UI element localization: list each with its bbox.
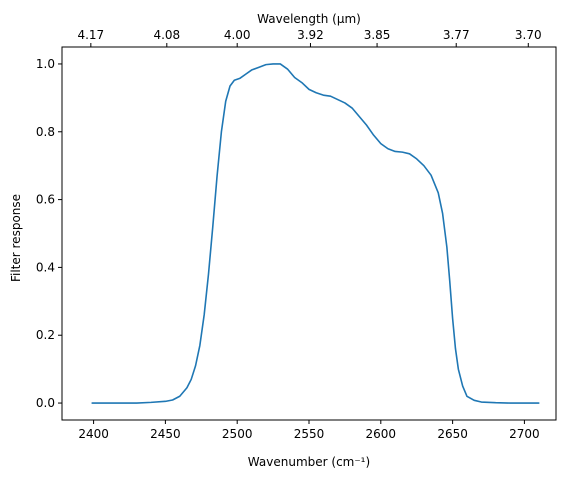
x-axis-title: Wavenumber (cm⁻¹) <box>248 455 370 469</box>
top-tick-label: 4.17 <box>77 28 104 42</box>
top-tick-label: 3.70 <box>515 28 542 42</box>
y-tick-label: 0.4 <box>36 260 55 274</box>
x-tick-label: 2500 <box>222 427 253 441</box>
y-axis-title: Filter response <box>9 194 23 282</box>
x-tick-label: 2400 <box>78 427 109 441</box>
top-axis-title: Wavelength (μm) <box>257 12 361 26</box>
top-tick-label: 4.00 <box>224 28 251 42</box>
y-tick-label: 0.8 <box>36 125 55 139</box>
x-tick-label: 2550 <box>294 427 325 441</box>
y-tick-label: 0.6 <box>36 193 55 207</box>
y-tick-label: 0.0 <box>36 396 55 410</box>
x-tick-label: 2700 <box>509 427 540 441</box>
x-tick-label: 2650 <box>437 427 468 441</box>
y-tick-label: 1.0 <box>36 57 55 71</box>
x-tick-label: 2450 <box>150 427 181 441</box>
y-tick-label: 0.2 <box>36 328 55 342</box>
series-line-0 <box>91 63 540 404</box>
axes: 2400 2450 2500 2550 2600 2650 2700 0.0 0.2 0.4 0.6… <box>36 28 557 441</box>
plot-frame <box>61 46 557 421</box>
top-tick-label: 3.92 <box>297 28 324 42</box>
top-tick-label: 3.77 <box>443 28 470 42</box>
top-tick-label: 4.08 <box>153 28 180 42</box>
top-tick-label: 3.85 <box>364 28 391 42</box>
plot-area <box>91 63 540 404</box>
x-tick-label: 2600 <box>366 427 397 441</box>
